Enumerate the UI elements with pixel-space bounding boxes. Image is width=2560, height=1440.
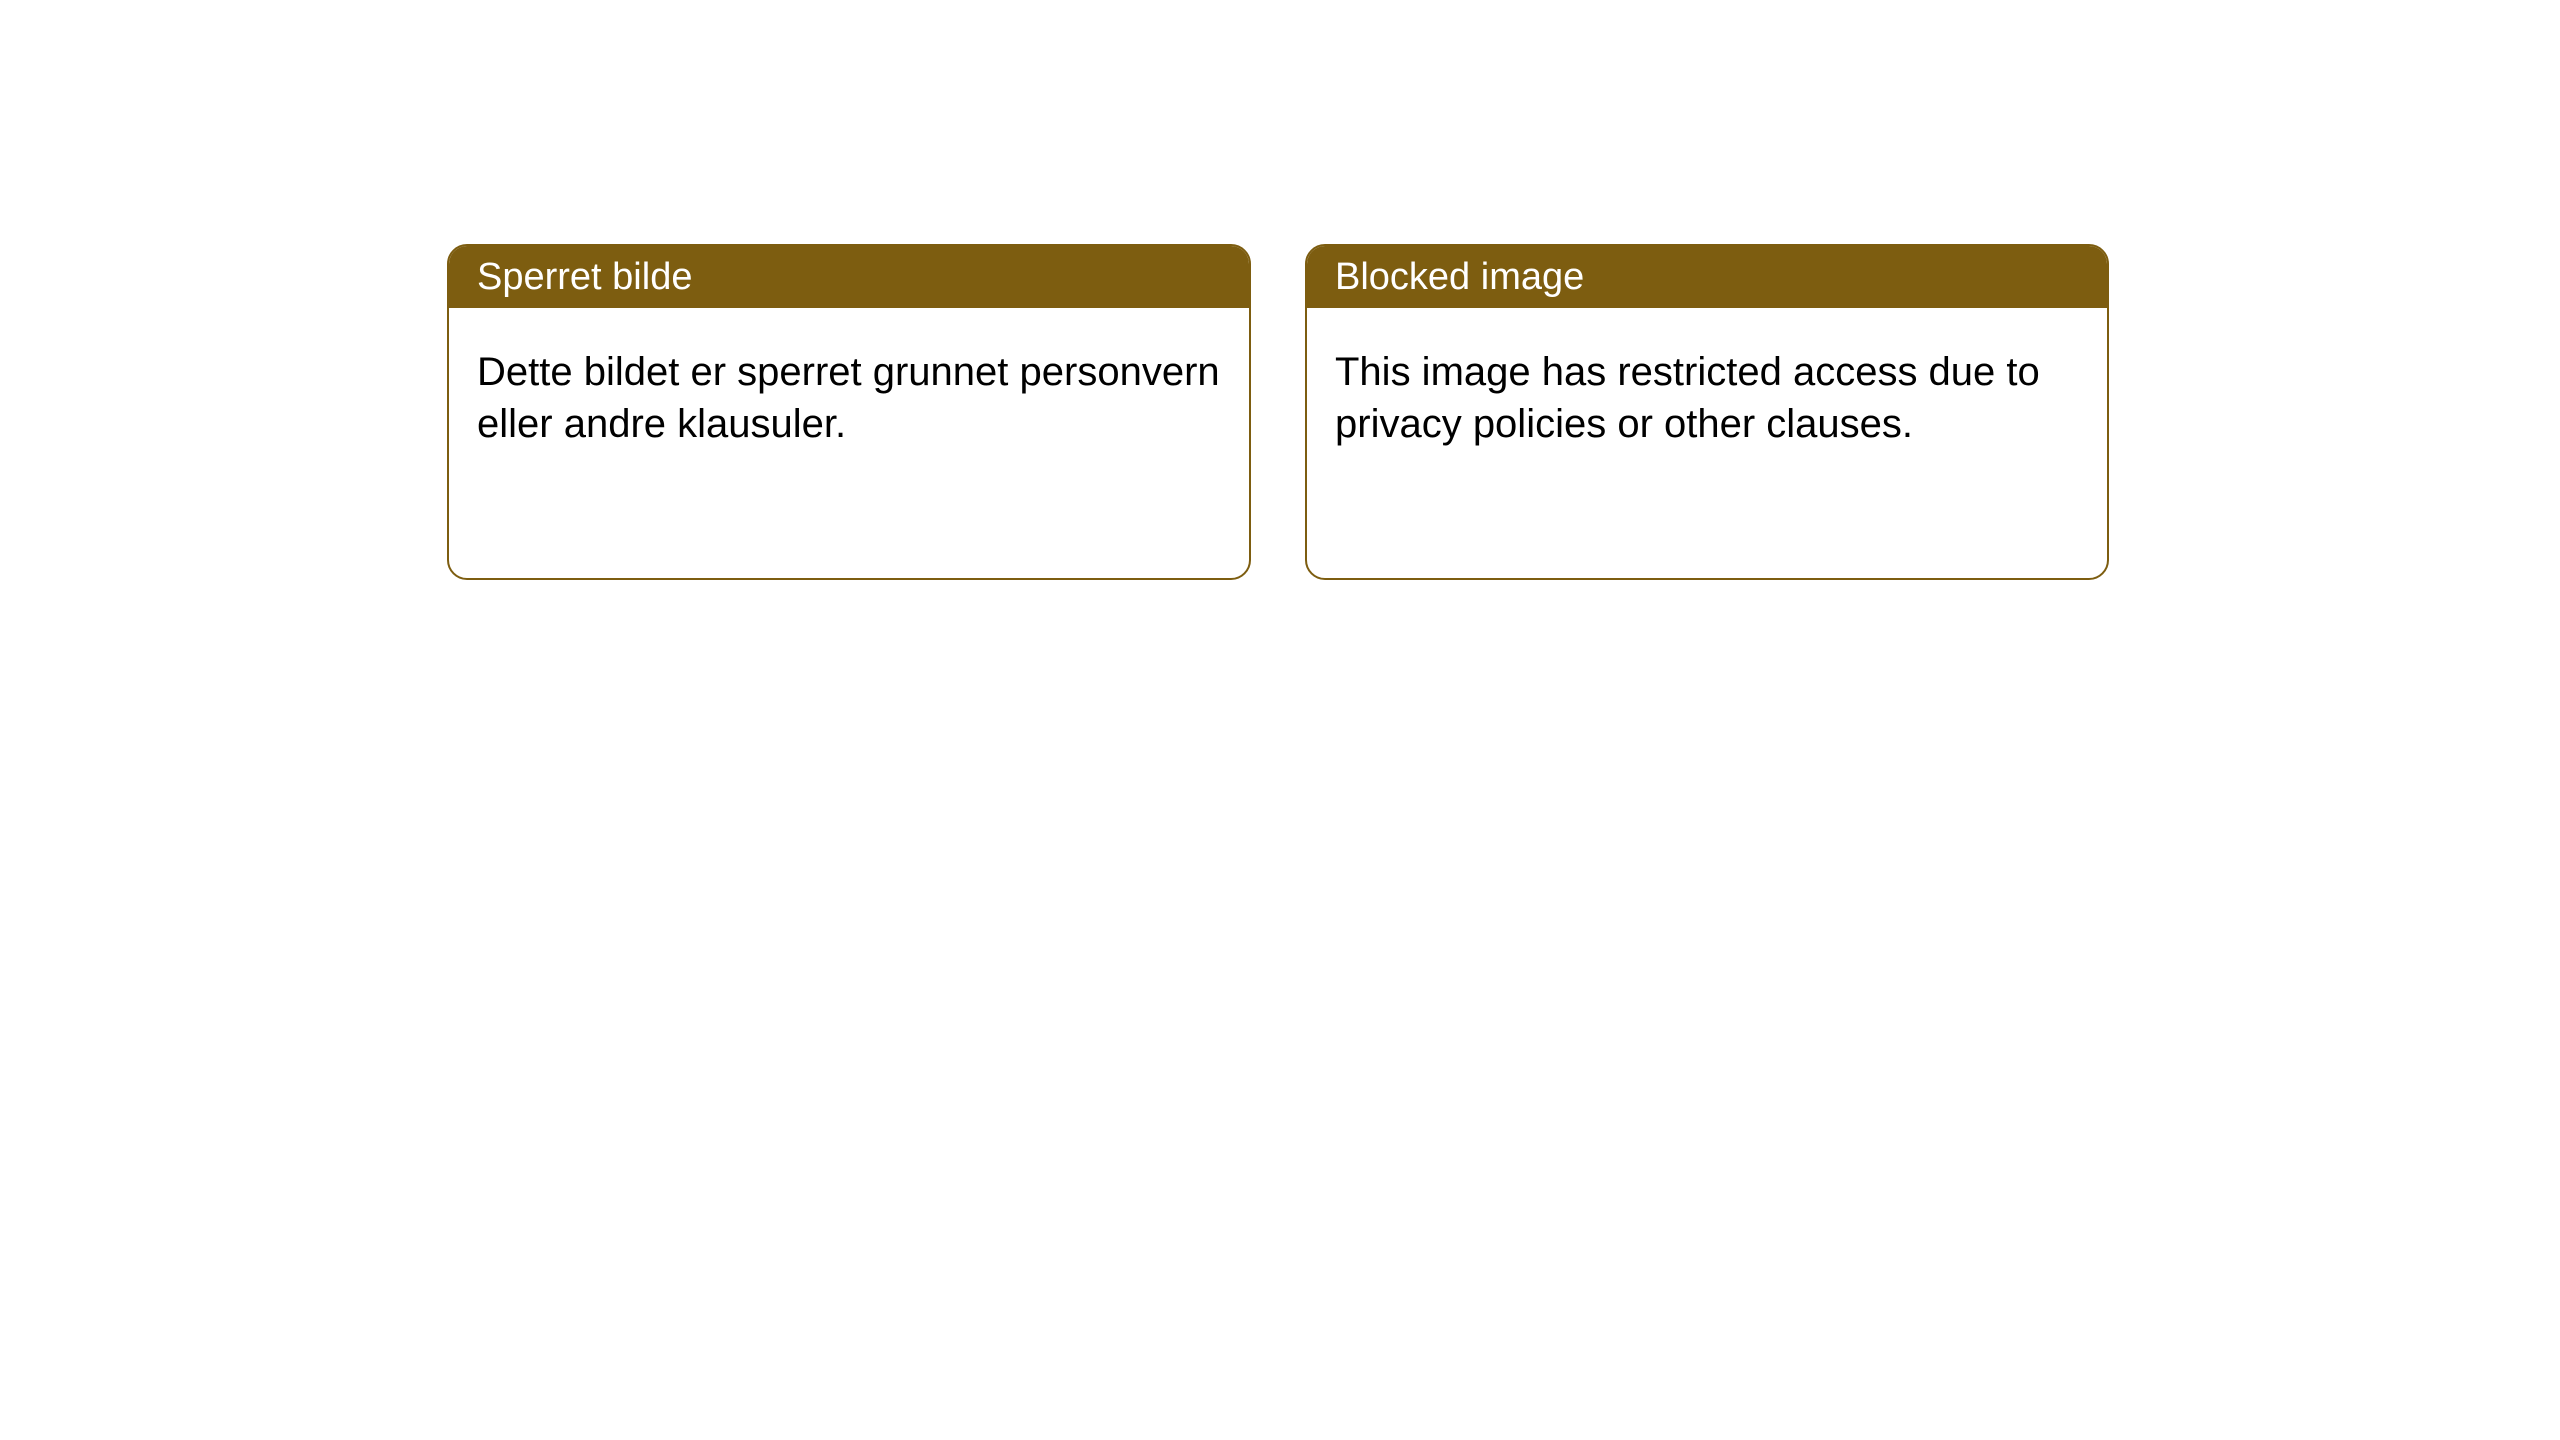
- card-header: Sperret bilde: [449, 246, 1249, 308]
- card-header: Blocked image: [1307, 246, 2107, 308]
- card-title: Blocked image: [1335, 256, 1584, 299]
- blocked-image-card-english: Blocked image This image has restricted …: [1305, 244, 2109, 580]
- card-body: Dette bildet er sperret grunnet personve…: [449, 308, 1249, 488]
- card-body-text: Dette bildet er sperret grunnet personve…: [477, 350, 1220, 446]
- notice-cards-container: Sperret bilde Dette bildet er sperret gr…: [447, 244, 2109, 580]
- card-body-text: This image has restricted access due to …: [1335, 350, 2040, 446]
- blocked-image-card-norwegian: Sperret bilde Dette bildet er sperret gr…: [447, 244, 1251, 580]
- card-body: This image has restricted access due to …: [1307, 308, 2107, 488]
- card-title: Sperret bilde: [477, 256, 692, 299]
